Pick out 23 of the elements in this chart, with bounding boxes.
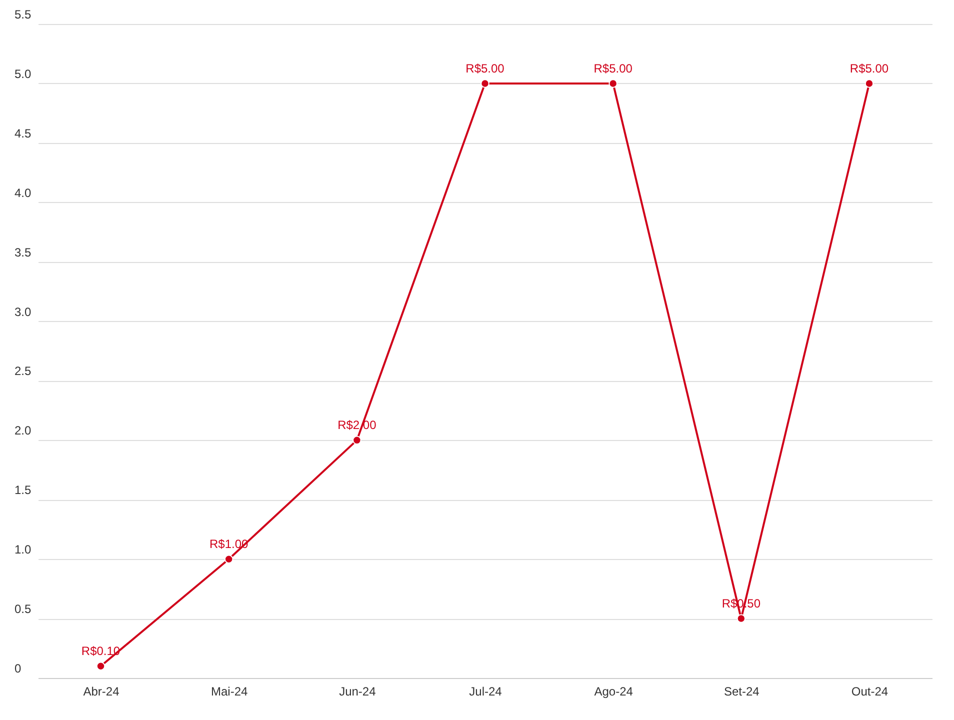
y-tick-label: 5.5 (14, 8, 32, 22)
data-label: R$5.00 (594, 61, 633, 76)
y-tick-label: 2.5 (14, 364, 32, 378)
x-tick-label: Abr-24 (83, 684, 120, 698)
y-tick-label: 1.5 (14, 483, 32, 498)
x-tick-label: Jun-24 (339, 684, 376, 698)
y-tick-label: 1.0 (14, 542, 32, 557)
x-tick-label: Ago-24 (594, 684, 634, 698)
y-tick-label: 4.5 (14, 126, 32, 140)
y-tick-label: 3.5 (14, 245, 32, 260)
y-tick-label: 0.5 (14, 602, 32, 616)
y-tick-label: 3.0 (14, 304, 32, 319)
x-tick-label: Mai-24 (210, 684, 248, 698)
y-tick-label: 4.0 (14, 186, 32, 200)
y-tick-label: 0 (14, 662, 22, 676)
x-tick-label: Jul-24 (469, 684, 502, 698)
x-tick-label: Out-24 (851, 684, 888, 698)
y-tick-label: 5.0 (14, 66, 32, 81)
data-label: R$0.10 (81, 644, 120, 658)
data-label: R$5.00 (850, 61, 889, 76)
x-tick-label: Set-24 (724, 684, 760, 698)
y-tick-label: 2.0 (14, 424, 32, 438)
data-label: R$5.00 (466, 61, 505, 76)
